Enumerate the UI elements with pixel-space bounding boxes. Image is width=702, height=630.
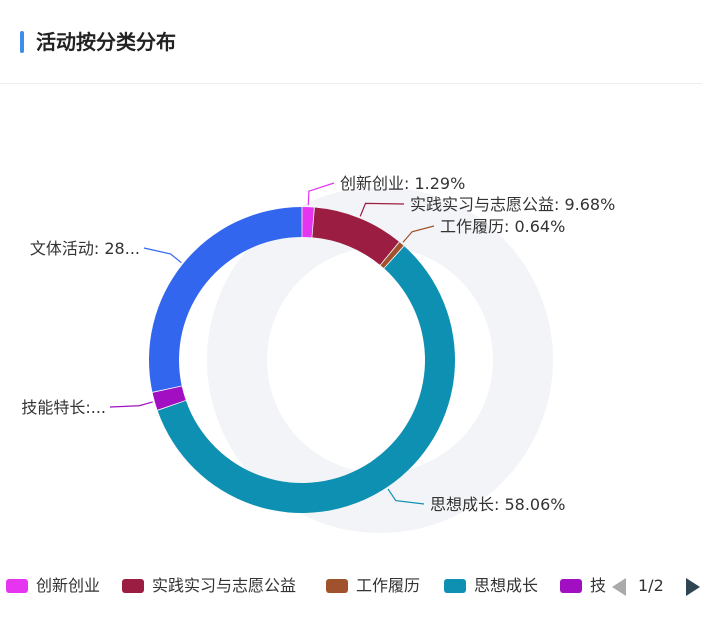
legend-page-indicator: 1/2 <box>638 576 664 595</box>
panel-header: 活动按分类分布 <box>0 0 702 84</box>
slice-6[interactable] <box>149 207 302 392</box>
background-ring-decoration <box>207 187 553 533</box>
legend-swatch <box>560 579 582 593</box>
legend-swatch <box>444 579 466 593</box>
background-ring <box>207 187 553 533</box>
slice-label-5: 技能特长:... <box>21 398 106 417</box>
leader-line-2 <box>359 202 405 217</box>
donut-slices <box>149 207 456 513</box>
legend-label: 创新创业 <box>36 576 101 595</box>
leader-line-5 <box>109 401 153 408</box>
slice-label-3: 工作履历: 0.64% <box>440 217 565 236</box>
slice-label-6: 文体活动: 28... <box>30 239 140 258</box>
legend-label: 实践实习与志愿公益 <box>152 576 297 595</box>
legend: 创新创业 实践实习与志愿公益 工作履历 思想成长 技 1/2 <box>0 570 702 602</box>
legend-swatch <box>6 579 28 593</box>
slice-4[interactable] <box>157 246 456 513</box>
legend-items: 创新创业 实践实习与志愿公益 工作履历 思想成长 技 <box>0 570 606 602</box>
slice-label-1: 创新创业: 1.29% <box>340 174 465 193</box>
donut-chart: 创新创业: 1.29% 实践实习与志愿公益: 9.68% 工作履历: 0.64% 思想… <box>21 174 615 533</box>
legend-next-page-icon[interactable] <box>686 578 700 596</box>
leader-line-1 <box>307 182 335 206</box>
leader-line-6 <box>143 247 182 264</box>
slice-3[interactable] <box>380 242 404 269</box>
slice-labels: 创新创业: 1.29% 实践实习与志愿公益: 9.68% 工作履历: 0.64% 思想… <box>21 174 615 514</box>
leader-line-3 <box>402 225 435 243</box>
chart-title: 活动按分类分布 <box>36 30 176 54</box>
legend-label: 技 <box>590 576 606 595</box>
slice-5[interactable] <box>152 386 186 410</box>
title-accent-bar <box>20 31 24 53</box>
legend-prev-page-icon[interactable] <box>612 578 626 596</box>
legend-label: 思想成长 <box>474 576 539 595</box>
legend-swatch <box>326 579 348 593</box>
legend-label: 工作履历 <box>356 576 421 595</box>
leader-line-4 <box>387 488 425 505</box>
slice-1[interactable] <box>302 207 314 238</box>
legend-swatch <box>122 579 144 593</box>
slice-2[interactable] <box>312 207 399 265</box>
slice-label-2: 实践实习与志愿公益: 9.68% <box>410 195 615 214</box>
slice-label-4: 思想成长: 58.06% <box>430 495 566 514</box>
